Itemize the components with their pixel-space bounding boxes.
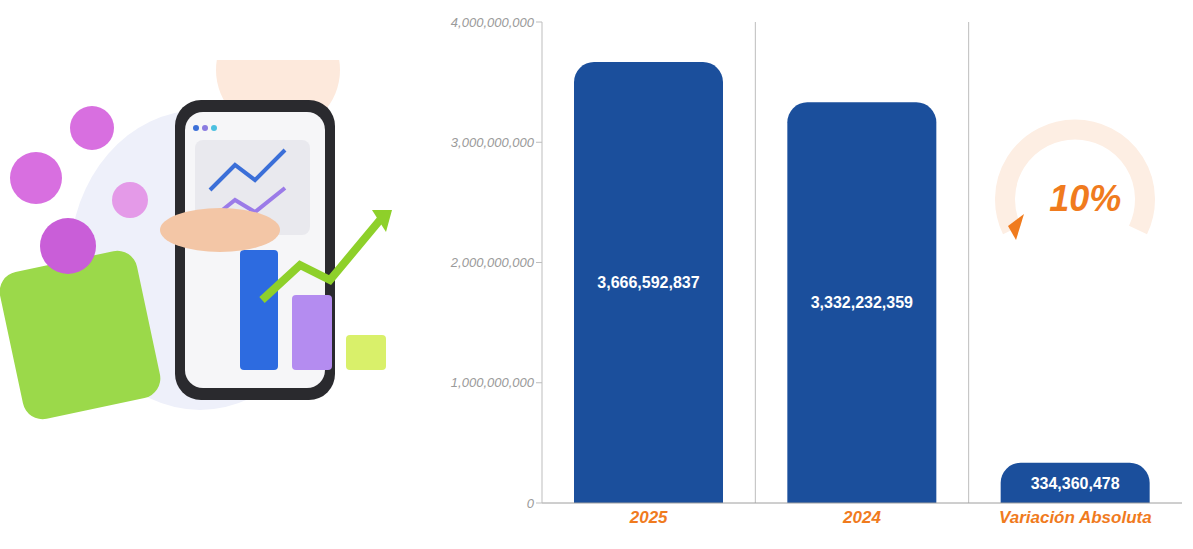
svg-text:2024: 2024 <box>842 508 881 527</box>
html-text:10%: 10% <box>1049 178 1122 219</box>
svg-text:2,000,000,000: 2,000,000,000 <box>450 255 535 270</box>
svg-text:4,000,000,000: 4,000,000,000 <box>451 15 535 30</box>
svg-text:0: 0 <box>527 496 535 511</box>
svg-text:3,000,000,000: 3,000,000,000 <box>451 135 535 150</box>
svg-text:Variación Absoluta: Variación Absoluta <box>999 508 1152 527</box>
svg-text:3,332,232,359: 3,332,232,359 <box>811 294 913 311</box>
svg-text:334,360,478: 334,360,478 <box>1031 475 1120 492</box>
svg-text:1,000,000,000: 1,000,000,000 <box>451 375 535 390</box>
svg-text:3,666,592,837: 3,666,592,837 <box>597 274 699 291</box>
svg-text:2025: 2025 <box>629 508 668 527</box>
